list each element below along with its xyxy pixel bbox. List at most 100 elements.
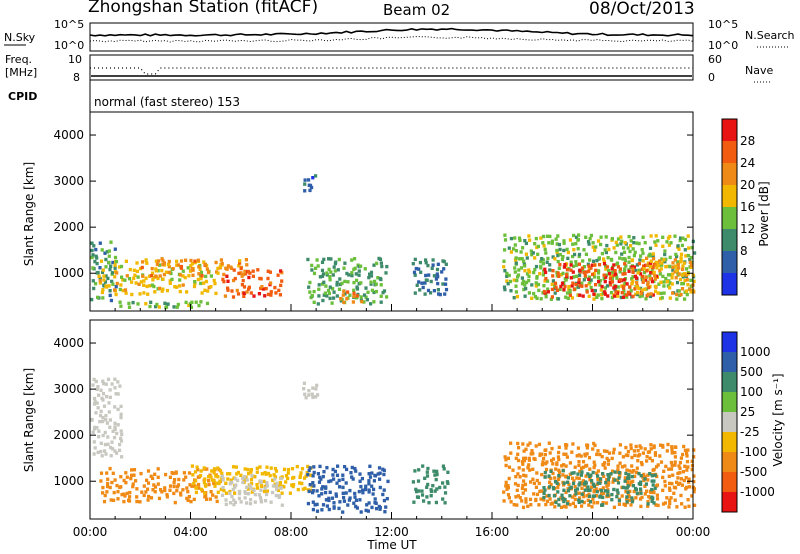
power-cell: [610, 237, 614, 241]
power-cell: [643, 241, 647, 245]
velocity-cell: [577, 460, 581, 464]
velocity-cell: [122, 478, 126, 483]
velocity-cell: [639, 474, 643, 478]
power-cell: [689, 278, 693, 282]
velocity-cell: [211, 493, 215, 497]
velocity-cell: [650, 479, 654, 483]
power-cell: [142, 279, 146, 283]
velocity-cell: [685, 459, 690, 464]
velocity-cell: [102, 381, 106, 386]
power-cell: [242, 291, 247, 295]
velocity-cell: [668, 481, 672, 486]
power-cell: [144, 258, 148, 262]
velocity-cell: [168, 484, 173, 488]
velocity-cell: [621, 485, 625, 490]
power-cell: [517, 257, 521, 261]
power-cell: [189, 264, 193, 268]
velocity-cell: [245, 478, 249, 482]
velocity-cell: [677, 464, 681, 468]
velocity-cell: [507, 476, 511, 481]
power-cell: [151, 271, 155, 275]
velocity-cell: [370, 505, 374, 510]
velocity-cell: [123, 494, 127, 498]
velocity-cell: [344, 491, 348, 495]
velocity-cell: [610, 492, 614, 497]
velocity-cell: [272, 473, 276, 477]
power-cell: [618, 267, 622, 271]
power-cell: [266, 276, 270, 281]
velocity-cell: [300, 467, 305, 471]
velocity-cell: [687, 504, 691, 508]
power-cell: [653, 277, 657, 281]
power-cell: [423, 292, 427, 296]
power-colorbar-tick: 4: [740, 266, 748, 280]
velocity-cell: [639, 491, 643, 495]
power-cell: [266, 292, 270, 297]
power-cell: [668, 264, 672, 269]
velocity-cell: [551, 462, 555, 466]
power-cell: [623, 292, 627, 297]
power-cell: [670, 276, 674, 280]
velocity-cell: [667, 505, 671, 509]
power-cell: [110, 279, 114, 284]
power-cell: [632, 253, 636, 258]
velocity-cell: [503, 455, 507, 459]
velocity-cell: [672, 485, 676, 490]
velocity-cell: [663, 501, 667, 505]
velocity-cell: [315, 489, 319, 493]
power-cell: [94, 254, 98, 258]
power-cell: [520, 276, 524, 280]
power-cell: [578, 273, 582, 277]
velocity-cell: [643, 492, 647, 496]
velocity-cell: [232, 502, 236, 507]
velocity-cell: [581, 465, 585, 469]
power-cell: [681, 236, 685, 240]
velocity-cell: [673, 455, 677, 459]
power-cell: [200, 274, 204, 278]
power-cell: [505, 279, 509, 283]
velocity-cell: [103, 493, 107, 498]
power-cell: [644, 278, 648, 282]
power-cell: [670, 282, 674, 286]
velocity-cell: [262, 479, 266, 484]
velocity-cell: [626, 480, 630, 484]
power-cell: [592, 297, 596, 301]
velocity-cell: [308, 483, 312, 487]
velocity-cell: [446, 470, 450, 474]
power-cell: [503, 248, 507, 252]
velocity-cell: [639, 482, 643, 486]
power-cell: [577, 254, 581, 259]
velocity-cell: [443, 501, 447, 505]
velocity-cell: [630, 474, 634, 479]
velocity-cell: [595, 471, 599, 475]
power-cell: [558, 262, 562, 267]
power-cell: [618, 256, 622, 260]
power-cell: [665, 240, 669, 244]
power-cell: [142, 283, 146, 287]
velocity-cell: [627, 473, 631, 477]
power-cell: [438, 292, 442, 297]
nsearch-label: N.Search: [745, 29, 795, 42]
velocity-cell: [98, 413, 103, 418]
velocity-cell: [581, 460, 586, 464]
power-cell: [534, 281, 538, 285]
nsky-tick-bottom: 10^0: [54, 39, 84, 52]
power-cell: [650, 269, 654, 273]
power-cell: [625, 293, 629, 297]
power-cell: [118, 287, 122, 292]
velocity-cell: [378, 485, 382, 490]
power-cell: [646, 292, 650, 296]
velocity-cell: [605, 449, 609, 454]
power-cell: [556, 259, 560, 264]
power-cell: [675, 297, 679, 301]
velocity-cell: [425, 474, 430, 478]
power-cell: [95, 261, 99, 266]
velocity-cell: [226, 477, 230, 481]
power-cell: [128, 277, 132, 281]
velocity-cell: [541, 460, 545, 464]
velocity-cell: [686, 498, 690, 502]
velocity-cell: [103, 430, 107, 435]
power-cell: [690, 260, 694, 265]
velocity-cell: [515, 488, 519, 492]
velocity-cell: [646, 473, 650, 477]
